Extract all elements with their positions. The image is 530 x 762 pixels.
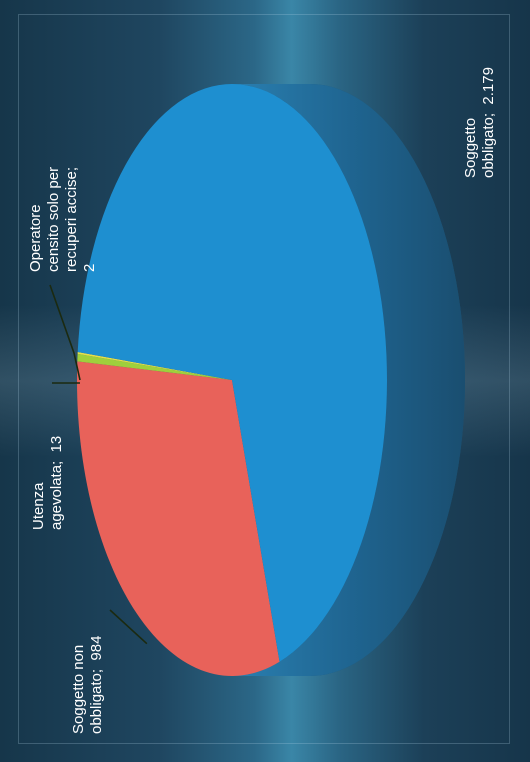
leader-line-operatore-censito [49, 284, 81, 381]
data-label-operatore-censito: Operatore censito solo per recuperi acci… [27, 166, 98, 272]
data-label-soggetto-obbligato: Soggetto obbligato; 2.179 [462, 67, 497, 178]
data-label-utenza-agevolata: Utenza agevolata; 13 [30, 435, 65, 530]
data-label-soggetto-non-obbligato: Soggetto non obbligato; 984 [70, 635, 105, 734]
leader-line-soggetto-non-obbligato [109, 609, 148, 645]
pie-slice-soggetto-obbligato [77, 84, 388, 662]
pie-slice-soggetto-non-obbligato [76, 361, 280, 676]
pie-top [76, 84, 388, 676]
chart-frame [18, 14, 510, 744]
pie-slice-utenza-agevolata [77, 353, 233, 380]
leader-lines [49, 284, 148, 645]
pie-slice-operatore-censito-solo-per-recuperi-accise [77, 352, 232, 380]
pie-side-wall-shape [232, 84, 465, 676]
